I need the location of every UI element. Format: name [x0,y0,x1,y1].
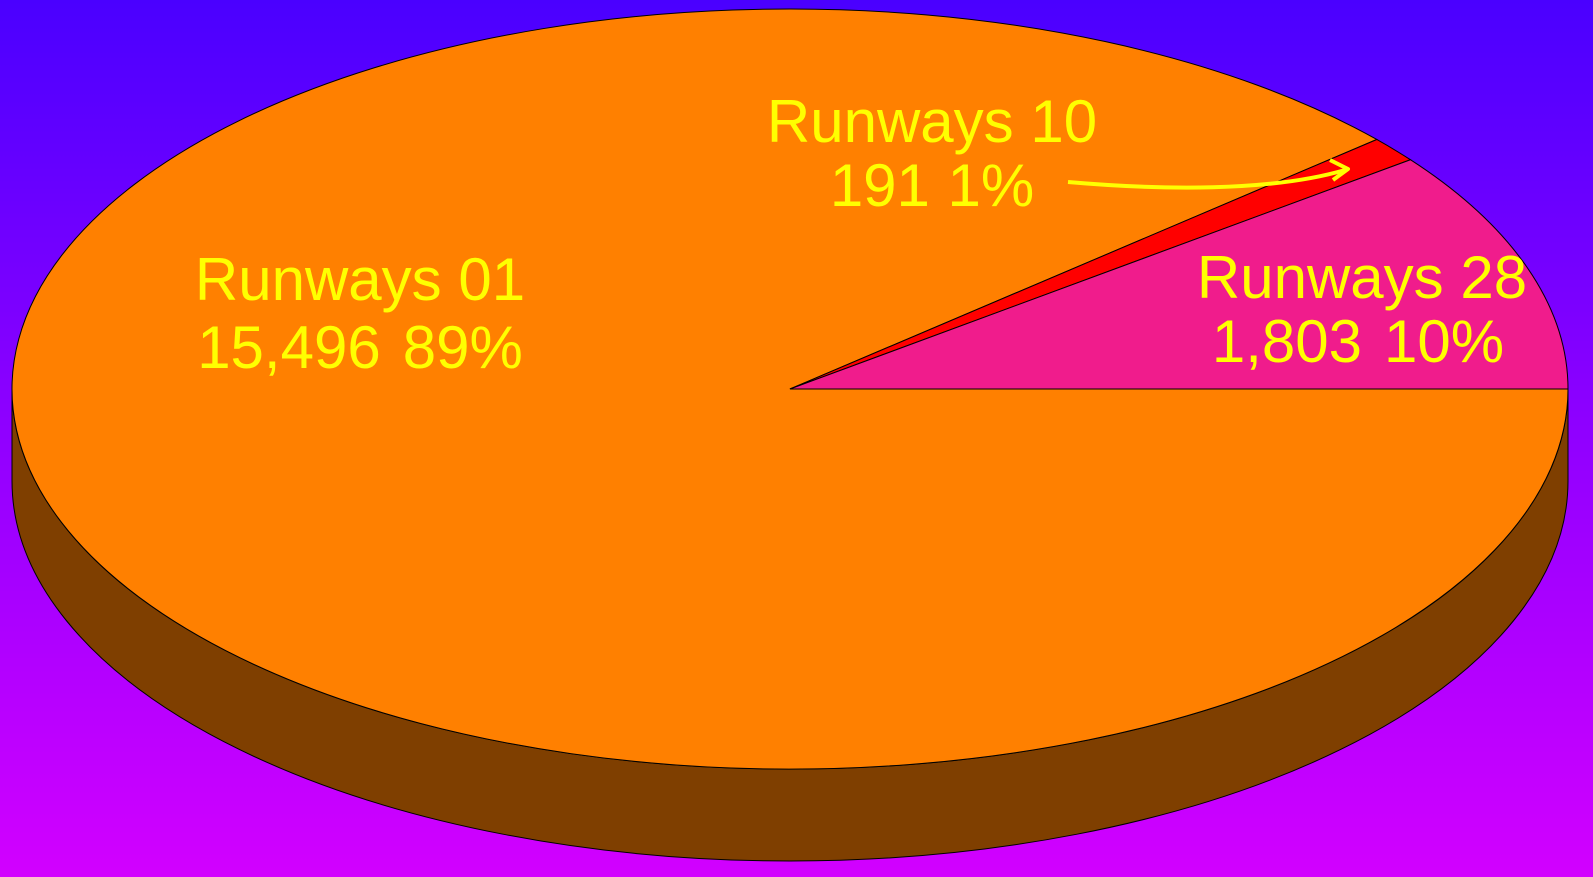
label-runways-01-value: 15,496 89% [197,314,523,381]
runways-10-callout-arrowhead [1329,158,1350,182]
label-runways-01-name: Runways 01 [195,246,525,313]
runways-10-callout-arrow [1067,168,1346,190]
label-runways-28-name: Runways 28 [1197,244,1527,311]
slice-runways-28 [789,159,1569,390]
label-runways-10-name: Runways 10 [767,88,1097,155]
label-runways-10-value: 191 1% [830,152,1034,219]
label-runways-28-value: 1,803 10% [1212,308,1504,375]
